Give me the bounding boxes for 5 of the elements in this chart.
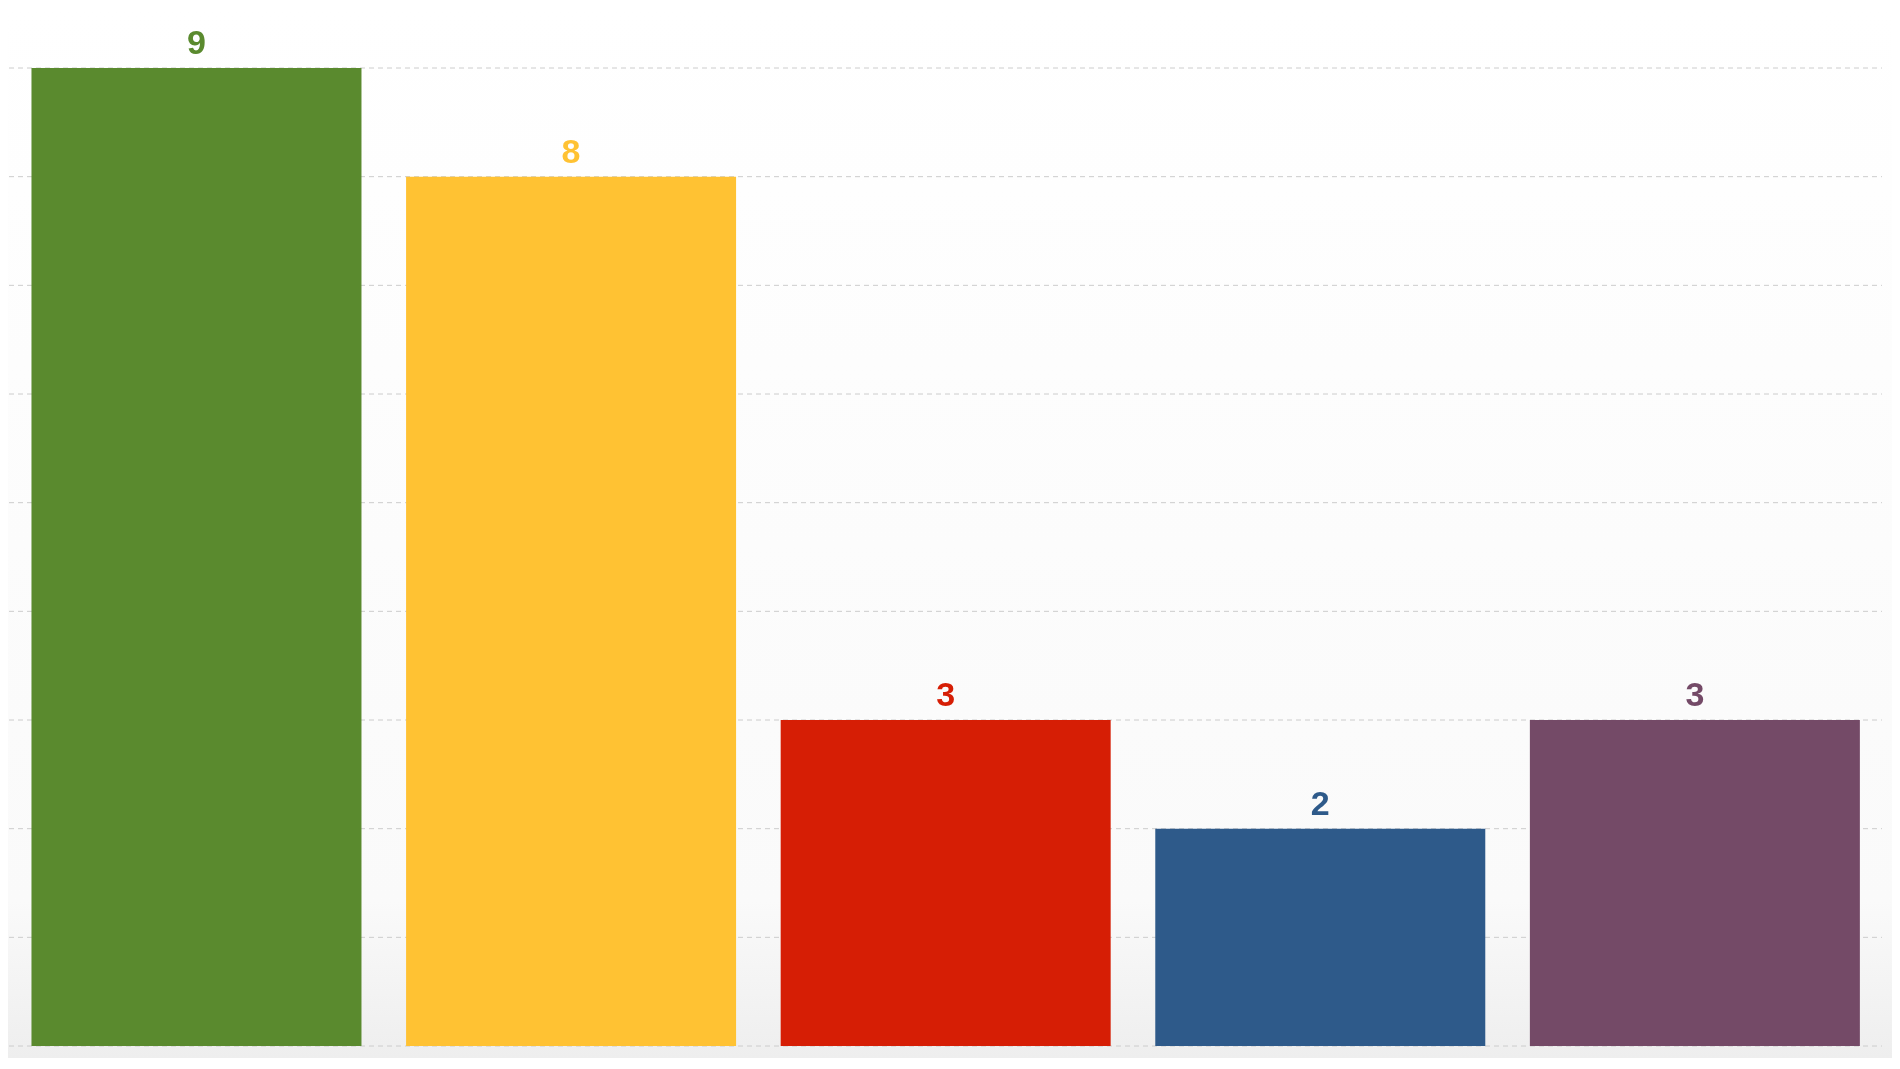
data-label: 3 [1685, 675, 1705, 713]
data-label: 3 [936, 675, 956, 713]
data-label: 8 [561, 131, 581, 170]
data-label: 9 [187, 23, 206, 61]
data-label: 2 [1310, 783, 1330, 822]
